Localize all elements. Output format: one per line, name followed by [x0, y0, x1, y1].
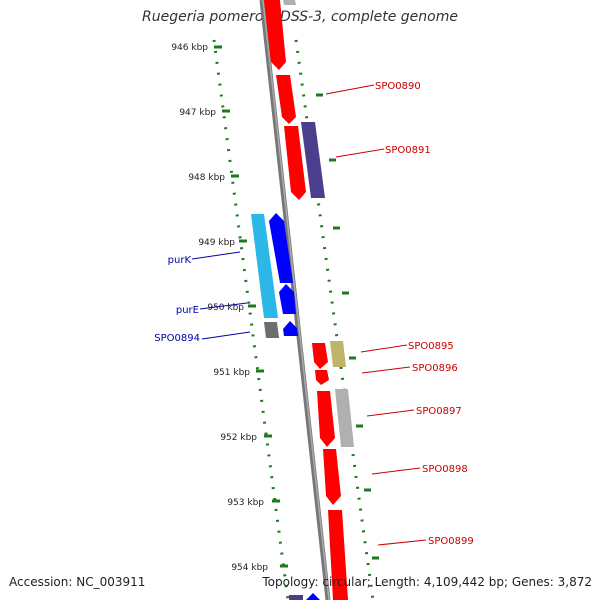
- gene-arrow-forward[interactable]: [328, 510, 348, 600]
- forward-genes: [264, 0, 348, 600]
- accession-text: Accession: NC_003911: [9, 575, 146, 589]
- gene-label[interactable]: purK: [168, 255, 192, 266]
- tick-label: 948 kbp: [188, 173, 225, 183]
- gene-box-spo0894-grey[interactable]: [264, 322, 279, 338]
- gene-box-top[interactable]: [283, 0, 296, 5]
- scale-ticks-right: [316, 93, 379, 560]
- tick-label: 952 kbp: [220, 433, 257, 443]
- gene-arrow-forward[interactable]: [264, 0, 286, 70]
- gene-box-spo0897[interactable]: [335, 389, 354, 447]
- gene-label[interactable]: SPO0896: [412, 363, 458, 374]
- gene-arrow-reverse[interactable]: [269, 213, 293, 283]
- gene-arrow-forward[interactable]: [315, 370, 329, 385]
- tick-label: 950 kbp: [207, 303, 244, 313]
- tick-label: 951 kbp: [213, 368, 250, 378]
- gene-arrow-forward[interactable]: [276, 75, 296, 124]
- tick-label: 949 kbp: [198, 238, 235, 248]
- gene-arrow-forward[interactable]: [317, 391, 335, 447]
- tick-label: 953 kbp: [227, 498, 264, 508]
- gene-arrow-forward[interactable]: [323, 449, 341, 505]
- gene-arrow-forward[interactable]: [284, 126, 306, 200]
- gene-label[interactable]: SPO0899: [428, 536, 474, 547]
- gene-labels-forward: SPO0890 SPO0891 SPO0895 SPO0896 SPO0897 …: [375, 81, 474, 547]
- gene-label[interactable]: SPO0890: [375, 81, 421, 92]
- gene-box-spo0891[interactable]: [301, 122, 325, 198]
- gene-box-spo0895[interactable]: [330, 341, 346, 367]
- label-leaders-forward: [325, 84, 427, 546]
- tick-label: 954 kbp: [231, 563, 268, 573]
- gene-label[interactable]: SPO0897: [416, 406, 462, 417]
- gene-label[interactable]: SPO0894: [154, 333, 200, 344]
- label-leaders-reverse: [191, 251, 251, 340]
- map-title: Ruegeria pomeroyi DSS-3, complete genome: [142, 9, 458, 25]
- gene-label[interactable]: SPO0898: [422, 464, 468, 475]
- gene-label[interactable]: SPO0891: [385, 145, 431, 156]
- reverse-genes: [251, 213, 320, 600]
- gene-arrow-reverse[interactable]: [279, 284, 296, 314]
- scale-tick-labels: 946 kbp 947 kbp 948 kbp 949 kbp 950 kbp …: [171, 43, 268, 573]
- gene-box-bottom[interactable]: [289, 595, 303, 600]
- backbone: [259, 0, 331, 600]
- gene-arrow-reverse[interactable]: [306, 593, 320, 600]
- gene-labels-reverse: purK purE SPO0894: [154, 255, 200, 344]
- scale-ticks-left: [214, 45, 288, 568]
- topology-text: Topology: circular; Length: 4,109,442 bp…: [262, 575, 592, 589]
- tick-label: 947 kbp: [179, 108, 216, 118]
- gene-label[interactable]: SPO0895: [408, 341, 454, 352]
- tick-label: 946 kbp: [171, 43, 208, 53]
- forward-cds-other: [283, 0, 354, 447]
- gene-arrow-reverse[interactable]: [283, 321, 298, 336]
- gene-box-purk-cyan[interactable]: [251, 214, 278, 318]
- gene-label[interactable]: purE: [176, 305, 199, 316]
- gene-arrow-forward[interactable]: [312, 343, 328, 369]
